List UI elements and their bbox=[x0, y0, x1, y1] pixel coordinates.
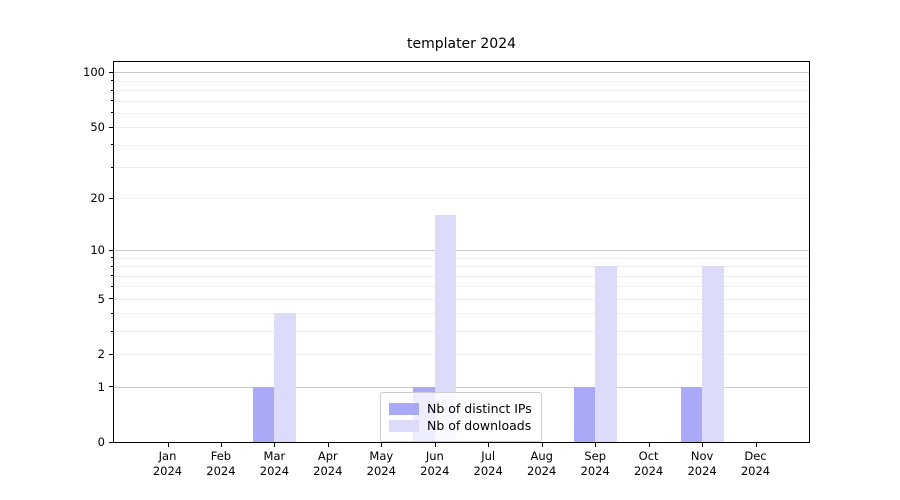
minor-gridline bbox=[114, 331, 809, 332]
legend-item-downloads: Nb of downloads bbox=[389, 418, 532, 433]
major-gridline bbox=[114, 386, 809, 388]
y-minor-tick-mark bbox=[111, 166, 113, 168]
minor-gridline bbox=[114, 127, 809, 129]
plot-area bbox=[113, 61, 810, 443]
x-tick-mark bbox=[434, 443, 436, 447]
bar-downloads bbox=[434, 215, 457, 442]
minor-gridline bbox=[114, 266, 809, 267]
y-minor-tick-mark bbox=[111, 275, 113, 276]
y-tick-mark bbox=[109, 353, 113, 355]
x-tick-label: Sep 2024 bbox=[580, 449, 610, 478]
minor-gridline bbox=[114, 354, 809, 355]
bar-distinct-ips bbox=[680, 386, 703, 442]
x-tick-mark bbox=[541, 443, 543, 447]
legend-swatch-downloads bbox=[389, 419, 419, 432]
y-minor-tick-mark bbox=[111, 312, 113, 314]
x-tick-label: Oct 2024 bbox=[633, 449, 664, 478]
x-tick-mark bbox=[488, 443, 490, 447]
legend-label-downloads: Nb of downloads bbox=[427, 418, 532, 433]
x-tick-mark bbox=[648, 443, 650, 447]
x-tick-label: Jun 2024 bbox=[420, 449, 450, 478]
legend-item-distinct-ips: Nb of distinct IPs bbox=[389, 401, 532, 416]
y-minor-tick-mark bbox=[111, 257, 113, 259]
x-tick-mark bbox=[702, 443, 704, 447]
x-tick-mark bbox=[274, 443, 276, 447]
y-minor-tick-mark bbox=[111, 330, 113, 332]
y-tick-mark bbox=[109, 71, 113, 73]
bar-distinct-ips bbox=[252, 386, 275, 442]
x-tick-label: May 2024 bbox=[366, 449, 396, 478]
x-tick-mark bbox=[755, 443, 757, 447]
x-tick-mark bbox=[595, 443, 597, 447]
y-minor-tick-mark bbox=[111, 100, 113, 102]
y-minor-tick-mark bbox=[111, 144, 113, 146]
minor-gridline bbox=[114, 257, 809, 259]
y-tick-mark bbox=[109, 249, 113, 251]
x-tick-label: Feb 2024 bbox=[206, 449, 236, 478]
x-tick-label: Jul 2024 bbox=[473, 449, 503, 478]
y-minor-tick-mark bbox=[111, 265, 113, 267]
y-tick-mark bbox=[109, 126, 113, 128]
minor-gridline bbox=[114, 90, 809, 92]
minor-gridline bbox=[114, 144, 809, 146]
y-tick-mark bbox=[109, 386, 113, 387]
y-tick-label: 100 bbox=[83, 65, 105, 80]
major-gridline bbox=[114, 250, 809, 251]
minor-gridline bbox=[114, 298, 809, 300]
chart-title: templater 2024 bbox=[406, 36, 517, 52]
x-tick-mark bbox=[381, 443, 383, 447]
y-tick-label: 5 bbox=[97, 291, 105, 306]
x-tick-mark bbox=[327, 443, 329, 447]
y-tick-label: 20 bbox=[90, 191, 105, 206]
minor-gridline bbox=[114, 286, 809, 288]
y-minor-tick-mark bbox=[111, 80, 113, 82]
y-minor-tick-mark bbox=[111, 89, 113, 91]
minor-gridline bbox=[114, 198, 809, 200]
minor-gridline bbox=[114, 313, 809, 315]
bar-distinct-ips bbox=[573, 386, 596, 442]
y-minor-tick-mark bbox=[111, 285, 113, 287]
y-tick-label: 10 bbox=[90, 243, 105, 257]
x-tick-label: Mar 2024 bbox=[259, 449, 290, 478]
x-tick-mark bbox=[220, 443, 222, 447]
x-tick-label: Aug 2024 bbox=[527, 449, 557, 478]
major-gridline bbox=[114, 72, 809, 74]
bar-downloads bbox=[595, 266, 617, 442]
y-tick-mark bbox=[109, 197, 113, 199]
y-minor-tick-mark bbox=[111, 112, 113, 114]
x-tick-label: Jan 2024 bbox=[152, 449, 183, 478]
x-tick-label: Nov 2024 bbox=[687, 449, 717, 478]
x-tick-label: Dec 2024 bbox=[740, 449, 771, 478]
y-tick-label: 2 bbox=[97, 347, 105, 361]
bar-downloads bbox=[702, 266, 724, 442]
y-tick-mark bbox=[109, 298, 113, 299]
minor-gridline bbox=[114, 112, 809, 114]
legend-swatch-distinct-ips bbox=[389, 402, 419, 415]
bar-downloads bbox=[274, 313, 296, 442]
minor-gridline bbox=[114, 80, 809, 82]
legend-label-distinct-ips: Nb of distinct IPs bbox=[427, 401, 532, 416]
minor-gridline bbox=[114, 100, 809, 102]
plot-inner bbox=[114, 62, 809, 442]
minor-gridline bbox=[114, 167, 809, 168]
y-tick-label: 1 bbox=[97, 379, 105, 394]
legend: Nb of distinct IPs Nb of downloads bbox=[380, 392, 542, 442]
minor-gridline bbox=[114, 275, 809, 277]
x-tick-label: Apr 2024 bbox=[313, 449, 343, 478]
x-tick-mark bbox=[167, 443, 169, 447]
y-tick-mark bbox=[109, 441, 113, 443]
y-tick-label: 50 bbox=[90, 120, 105, 135]
y-tick-label: 0 bbox=[97, 435, 105, 449]
